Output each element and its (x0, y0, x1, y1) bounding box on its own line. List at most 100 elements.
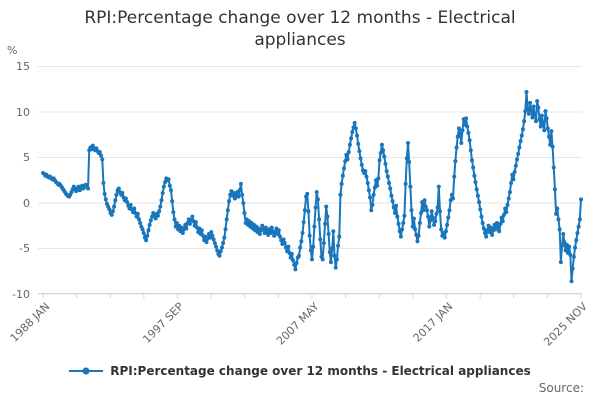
series-marker (439, 227, 444, 232)
series-marker (359, 162, 364, 167)
series-marker (211, 237, 216, 242)
series-marker (447, 208, 452, 213)
series-marker (383, 161, 388, 166)
series-marker (317, 217, 322, 222)
series-marker (404, 156, 409, 161)
series-marker (289, 251, 294, 256)
series-marker (416, 233, 421, 238)
series-marker (385, 174, 390, 179)
series-marker (517, 145, 522, 150)
series-marker (496, 224, 501, 229)
legend-label: RPI:Percentage change over 12 months - E… (110, 364, 531, 378)
series-marker (296, 253, 301, 258)
series-marker (331, 229, 336, 234)
series-marker (336, 243, 341, 248)
series-marker (147, 222, 152, 227)
series-marker (365, 180, 370, 185)
series-marker (494, 221, 499, 226)
series-marker (454, 145, 459, 150)
series-marker (436, 184, 441, 189)
series-marker (493, 227, 498, 232)
series-marker (180, 231, 185, 236)
series-marker (166, 177, 171, 182)
series-line[interactable] (42, 90, 582, 283)
series-marker (419, 211, 424, 216)
series-marker (392, 211, 397, 216)
series-marker (518, 139, 523, 144)
series-marker (473, 180, 478, 185)
series-marker (338, 192, 343, 197)
series-marker (260, 223, 265, 228)
series-marker (569, 279, 574, 284)
series-marker (407, 160, 412, 165)
series-marker (300, 231, 305, 236)
series-marker (140, 227, 145, 232)
series-marker (128, 202, 133, 207)
series-marker (513, 163, 518, 168)
series-marker (488, 225, 493, 230)
series-marker (423, 204, 428, 209)
legend-item[interactable]: RPI:Percentage change over 12 months - E… (0, 361, 600, 381)
series-marker (333, 265, 338, 270)
series-marker (526, 111, 531, 116)
series-marker (490, 232, 495, 237)
series-marker (547, 134, 551, 139)
series-marker (459, 140, 464, 145)
series-marker (501, 212, 506, 217)
series-marker (364, 174, 369, 179)
series-marker (405, 140, 410, 145)
series-marker (240, 192, 245, 197)
series-marker (381, 148, 386, 153)
series-marker (174, 221, 179, 226)
series-marker (125, 200, 130, 205)
series-marker (524, 89, 529, 94)
series-marker (241, 201, 246, 205)
series-marker (342, 166, 346, 171)
series-marker (504, 210, 509, 215)
series-marker (221, 241, 226, 246)
series-marker (99, 153, 104, 158)
series-marker (554, 211, 559, 216)
series-marker (291, 258, 296, 263)
series-marker (349, 136, 354, 141)
series-marker (323, 221, 328, 226)
series-marker (224, 217, 229, 222)
series-marker (320, 257, 325, 262)
series-marker (330, 246, 335, 251)
series-marker (257, 231, 262, 236)
series-marker (141, 231, 146, 236)
series-marker (422, 198, 427, 203)
series-marker (275, 231, 280, 236)
series-marker (366, 188, 371, 193)
series-marker (487, 230, 492, 235)
series-marker (199, 228, 204, 233)
series-marker (363, 169, 368, 174)
series-marker (123, 196, 128, 201)
series-marker (520, 127, 525, 132)
series-marker (263, 225, 268, 230)
series-marker (286, 244, 291, 249)
series-marker (467, 138, 472, 143)
series-marker (477, 200, 482, 205)
series-marker (417, 221, 422, 226)
series-marker (170, 199, 175, 204)
series-marker (507, 190, 512, 195)
series-marker (515, 157, 520, 162)
series-marker (209, 230, 214, 235)
series-marker (305, 191, 310, 196)
series-marker (353, 126, 358, 131)
series-marker (358, 156, 363, 161)
y-tick-label: -5 (19, 242, 30, 255)
series-marker (455, 134, 460, 139)
series-marker (550, 144, 555, 149)
series-marker (307, 233, 312, 238)
series-marker (376, 176, 381, 181)
series-marker (298, 245, 303, 250)
series-marker (426, 214, 431, 219)
series-marker (395, 214, 400, 219)
series-marker (442, 235, 447, 240)
series-marker (237, 188, 242, 193)
series-marker (225, 208, 230, 213)
series-marker (506, 196, 511, 201)
